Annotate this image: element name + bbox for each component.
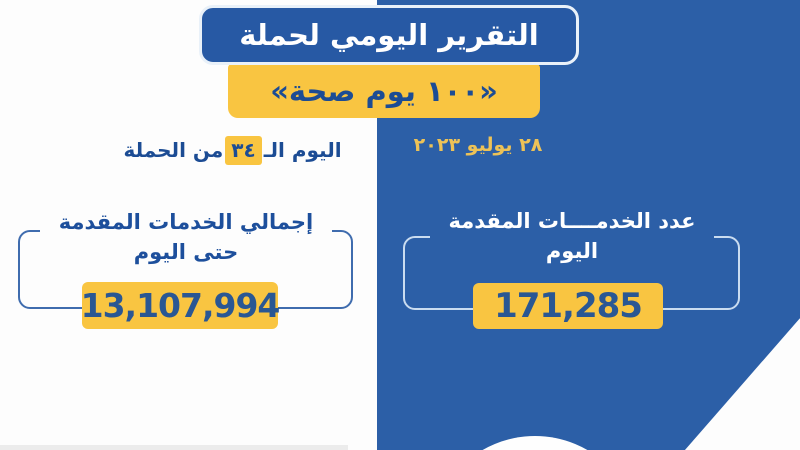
campaign-name: «١٠٠ يوم صحة»	[270, 74, 498, 108]
report-date: ٢٨ يوليو ٢٠٢٣	[413, 134, 543, 156]
bottom-shadow-strip	[0, 445, 348, 450]
campaign-name-banner: «١٠٠ يوم صحة»	[228, 64, 540, 118]
total-services-value: 13,107,994	[81, 282, 280, 329]
daily-services-label: عدد الخدمــــات المقدمة اليوم	[430, 206, 714, 267]
daily-services-label-line1: عدد الخدمــــات المقدمة	[448, 209, 696, 233]
report-title-box: التقرير اليومي لحملة	[199, 5, 579, 65]
daily-services-value: 171,285	[473, 283, 663, 329]
campaign-day-indicator: اليوم الـ ٣٤ من الحملة	[100, 132, 365, 168]
day-line-prefix: اليوم الـ	[263, 138, 342, 162]
day-number-highlight: ٣٤	[225, 135, 262, 165]
report-title: التقرير اليومي لحملة	[239, 18, 539, 52]
total-services-label-line2: حتى اليوم	[133, 240, 239, 265]
total-services-label-line1: إجمالي الخدمات المقدمة	[58, 210, 314, 234]
daily-services-label-line2: اليوم	[545, 239, 599, 264]
total-services-label: إجمالي الخدمات المقدمة حتى اليوم	[40, 207, 332, 268]
day-line-suffix: من الحملة	[123, 138, 224, 162]
